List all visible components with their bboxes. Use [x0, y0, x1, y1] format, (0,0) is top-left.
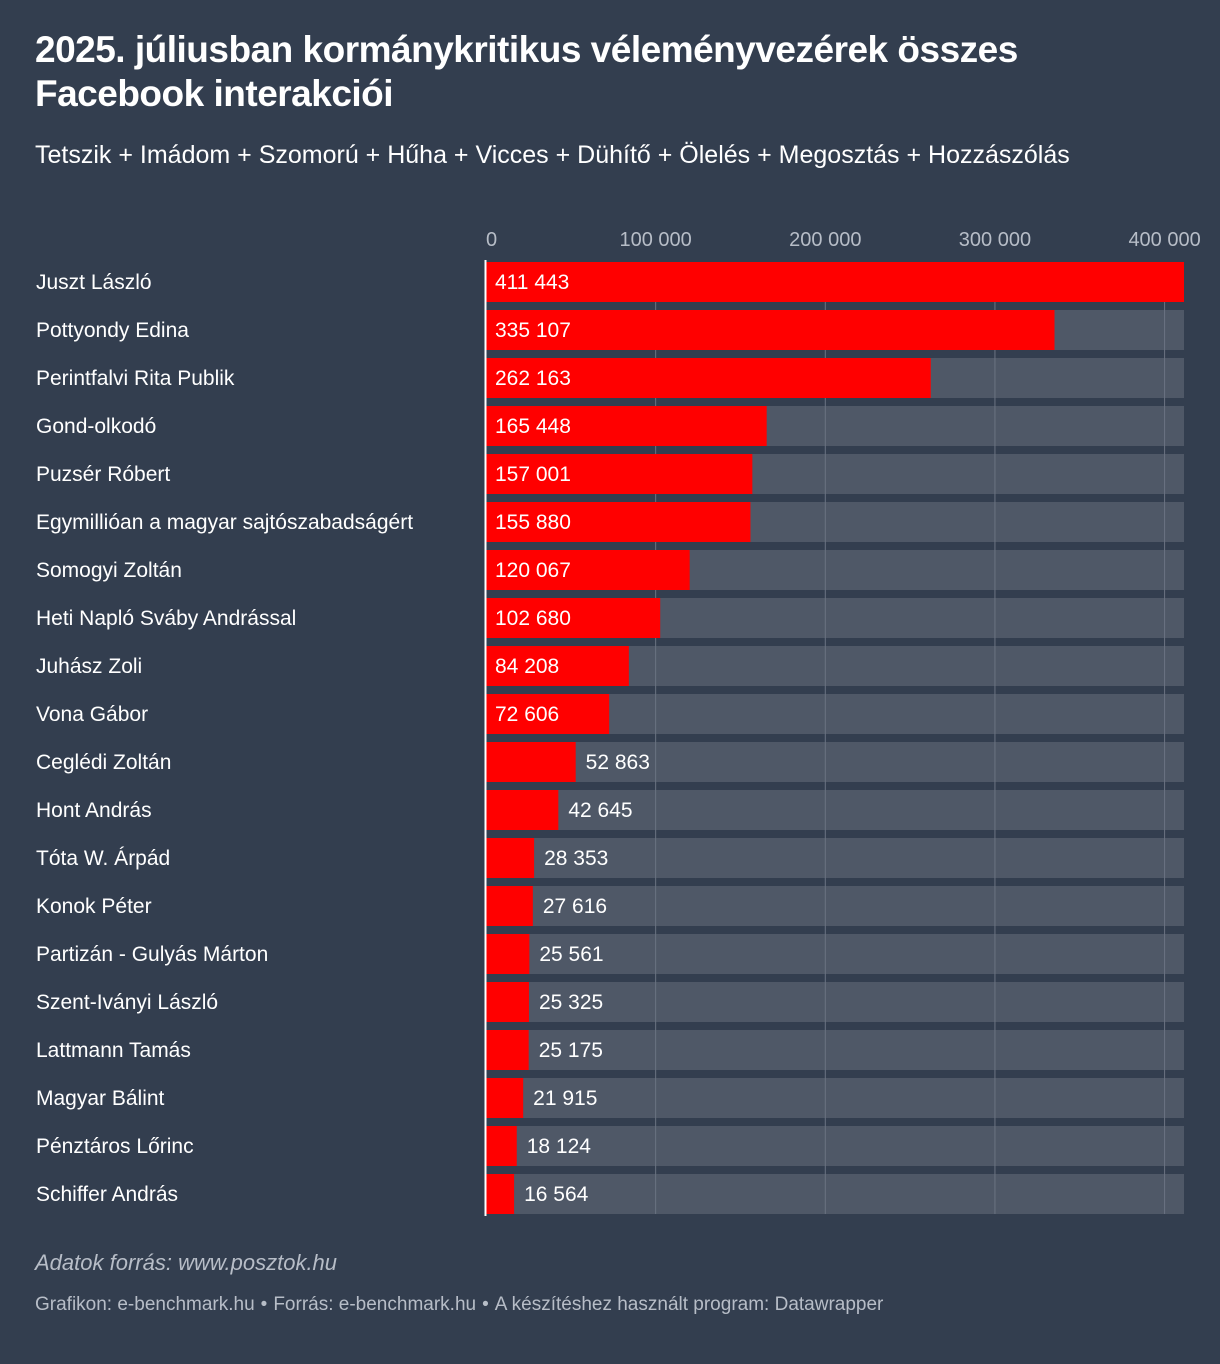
- value-label: 335 107: [495, 319, 571, 342]
- bar: [486, 502, 751, 542]
- category-label: Hont András: [36, 799, 152, 822]
- category-label: Magyar Bálint: [36, 1087, 165, 1110]
- category-label: Egymillióan a magyar sajtószabadságért: [36, 511, 413, 534]
- value-label: 18 124: [527, 1135, 592, 1158]
- category-label: Ceglédi Zoltán: [36, 751, 171, 774]
- category-label: Pottyondy Edina: [36, 319, 189, 342]
- bar: [486, 1030, 529, 1070]
- category-label: Partizán - Gulyás Márton: [36, 943, 268, 966]
- bar-track: [486, 838, 1184, 878]
- category-label: Lattmann Tamás: [36, 1039, 191, 1062]
- bar: [486, 934, 530, 974]
- chart-subtitle: Tetszik + Imádom + Szomorú + Hűha + Vicc…: [35, 141, 1070, 169]
- value-label: 25 561: [539, 943, 603, 966]
- value-label: 157 001: [495, 463, 571, 486]
- category-label: Pénztáros Lőrinc: [36, 1135, 194, 1158]
- category-label: Schiffer András: [36, 1183, 178, 1206]
- value-label: 52 863: [586, 751, 650, 774]
- footer-separator: •: [260, 1294, 268, 1315]
- footer-credits: Grafikon: e-benchmark.hu • Forrás: e-bench…: [35, 1294, 883, 1316]
- bar-track: [486, 934, 1184, 974]
- value-label: 411 443: [495, 271, 569, 294]
- category-label: Juszt László: [36, 271, 152, 294]
- bar: [486, 646, 629, 686]
- bar: [486, 886, 533, 926]
- bar: [486, 1078, 524, 1118]
- value-label: 120 067: [495, 559, 571, 582]
- category-label: Puzsér Róbert: [36, 463, 170, 486]
- value-label: 28 353: [544, 847, 608, 870]
- bar-track: [486, 1174, 1184, 1214]
- bar: [486, 310, 1055, 350]
- bar: [486, 838, 535, 878]
- bar: [486, 982, 529, 1022]
- x-tick-label: 100 000: [619, 229, 691, 251]
- x-tick-label: 200 000: [789, 229, 861, 251]
- category-label: Perintfalvi Rita Publik: [36, 367, 235, 390]
- bar-chart: 0 100 000 200 000 300 000 400 000 Juszt Lászl…: [36, 229, 1201, 1216]
- value-label: 21 915: [533, 1087, 597, 1110]
- value-label: 72 606: [495, 703, 559, 726]
- bar: [486, 262, 1184, 302]
- value-label: 42 645: [568, 799, 632, 822]
- value-label: 16 564: [524, 1183, 589, 1206]
- bar-track: [486, 742, 1184, 782]
- bar-track: [486, 790, 1184, 830]
- bar: [486, 358, 931, 398]
- data-source-note: Adatok forrás: www.posztok.hu: [35, 1250, 338, 1275]
- bar: [486, 1174, 515, 1214]
- bar-track: [486, 886, 1184, 926]
- category-label: Heti Napló Sváby Andrással: [36, 607, 296, 630]
- category-label: Vona Gábor: [36, 703, 148, 726]
- x-tick-label: 400 000: [1128, 229, 1200, 251]
- bar: [486, 790, 559, 830]
- bar-track: [486, 982, 1184, 1022]
- bar: [486, 406, 767, 446]
- value-label: 102 680: [495, 607, 571, 630]
- value-label: 27 616: [543, 895, 607, 918]
- value-label: 165 448: [495, 415, 571, 438]
- footer-tool: A készítéshez használt program: Datawrap…: [494, 1294, 884, 1315]
- bar-track: [486, 1030, 1184, 1070]
- footer-separator: •: [482, 1294, 489, 1315]
- category-label: Tóta W. Árpád: [36, 847, 170, 870]
- chart-title: 2025. júliusban kormánykritikus vélemény…: [35, 29, 1018, 114]
- category-label: Konok Péter: [36, 895, 152, 918]
- x-tick-label: 300 000: [959, 229, 1031, 251]
- bar-track: [486, 1078, 1184, 1118]
- category-label: Juhász Zoli: [36, 655, 142, 678]
- value-label: 25 325: [539, 991, 603, 1014]
- bar-track: [486, 1126, 1184, 1166]
- value-label: 155 880: [495, 511, 571, 534]
- value-label: 25 175: [539, 1039, 603, 1062]
- category-label: Gond-olkodó: [36, 415, 156, 438]
- category-label: Somogyi Zoltán: [36, 559, 182, 582]
- bar: [486, 598, 661, 638]
- bar: [486, 550, 690, 590]
- bar: [486, 742, 576, 782]
- footer-source: Forrás: e-benchmark.hu: [273, 1294, 477, 1315]
- bar: [486, 1126, 517, 1166]
- footer-graphic-credit: Grafikon: e-benchmark.hu: [35, 1294, 255, 1315]
- category-label: Szent-Iványi László: [36, 991, 218, 1014]
- bar: [486, 694, 610, 734]
- value-label: 262 163: [495, 367, 571, 390]
- value-label: 84 208: [495, 655, 559, 678]
- x-tick-label: 0: [486, 229, 497, 251]
- bar: [486, 454, 753, 494]
